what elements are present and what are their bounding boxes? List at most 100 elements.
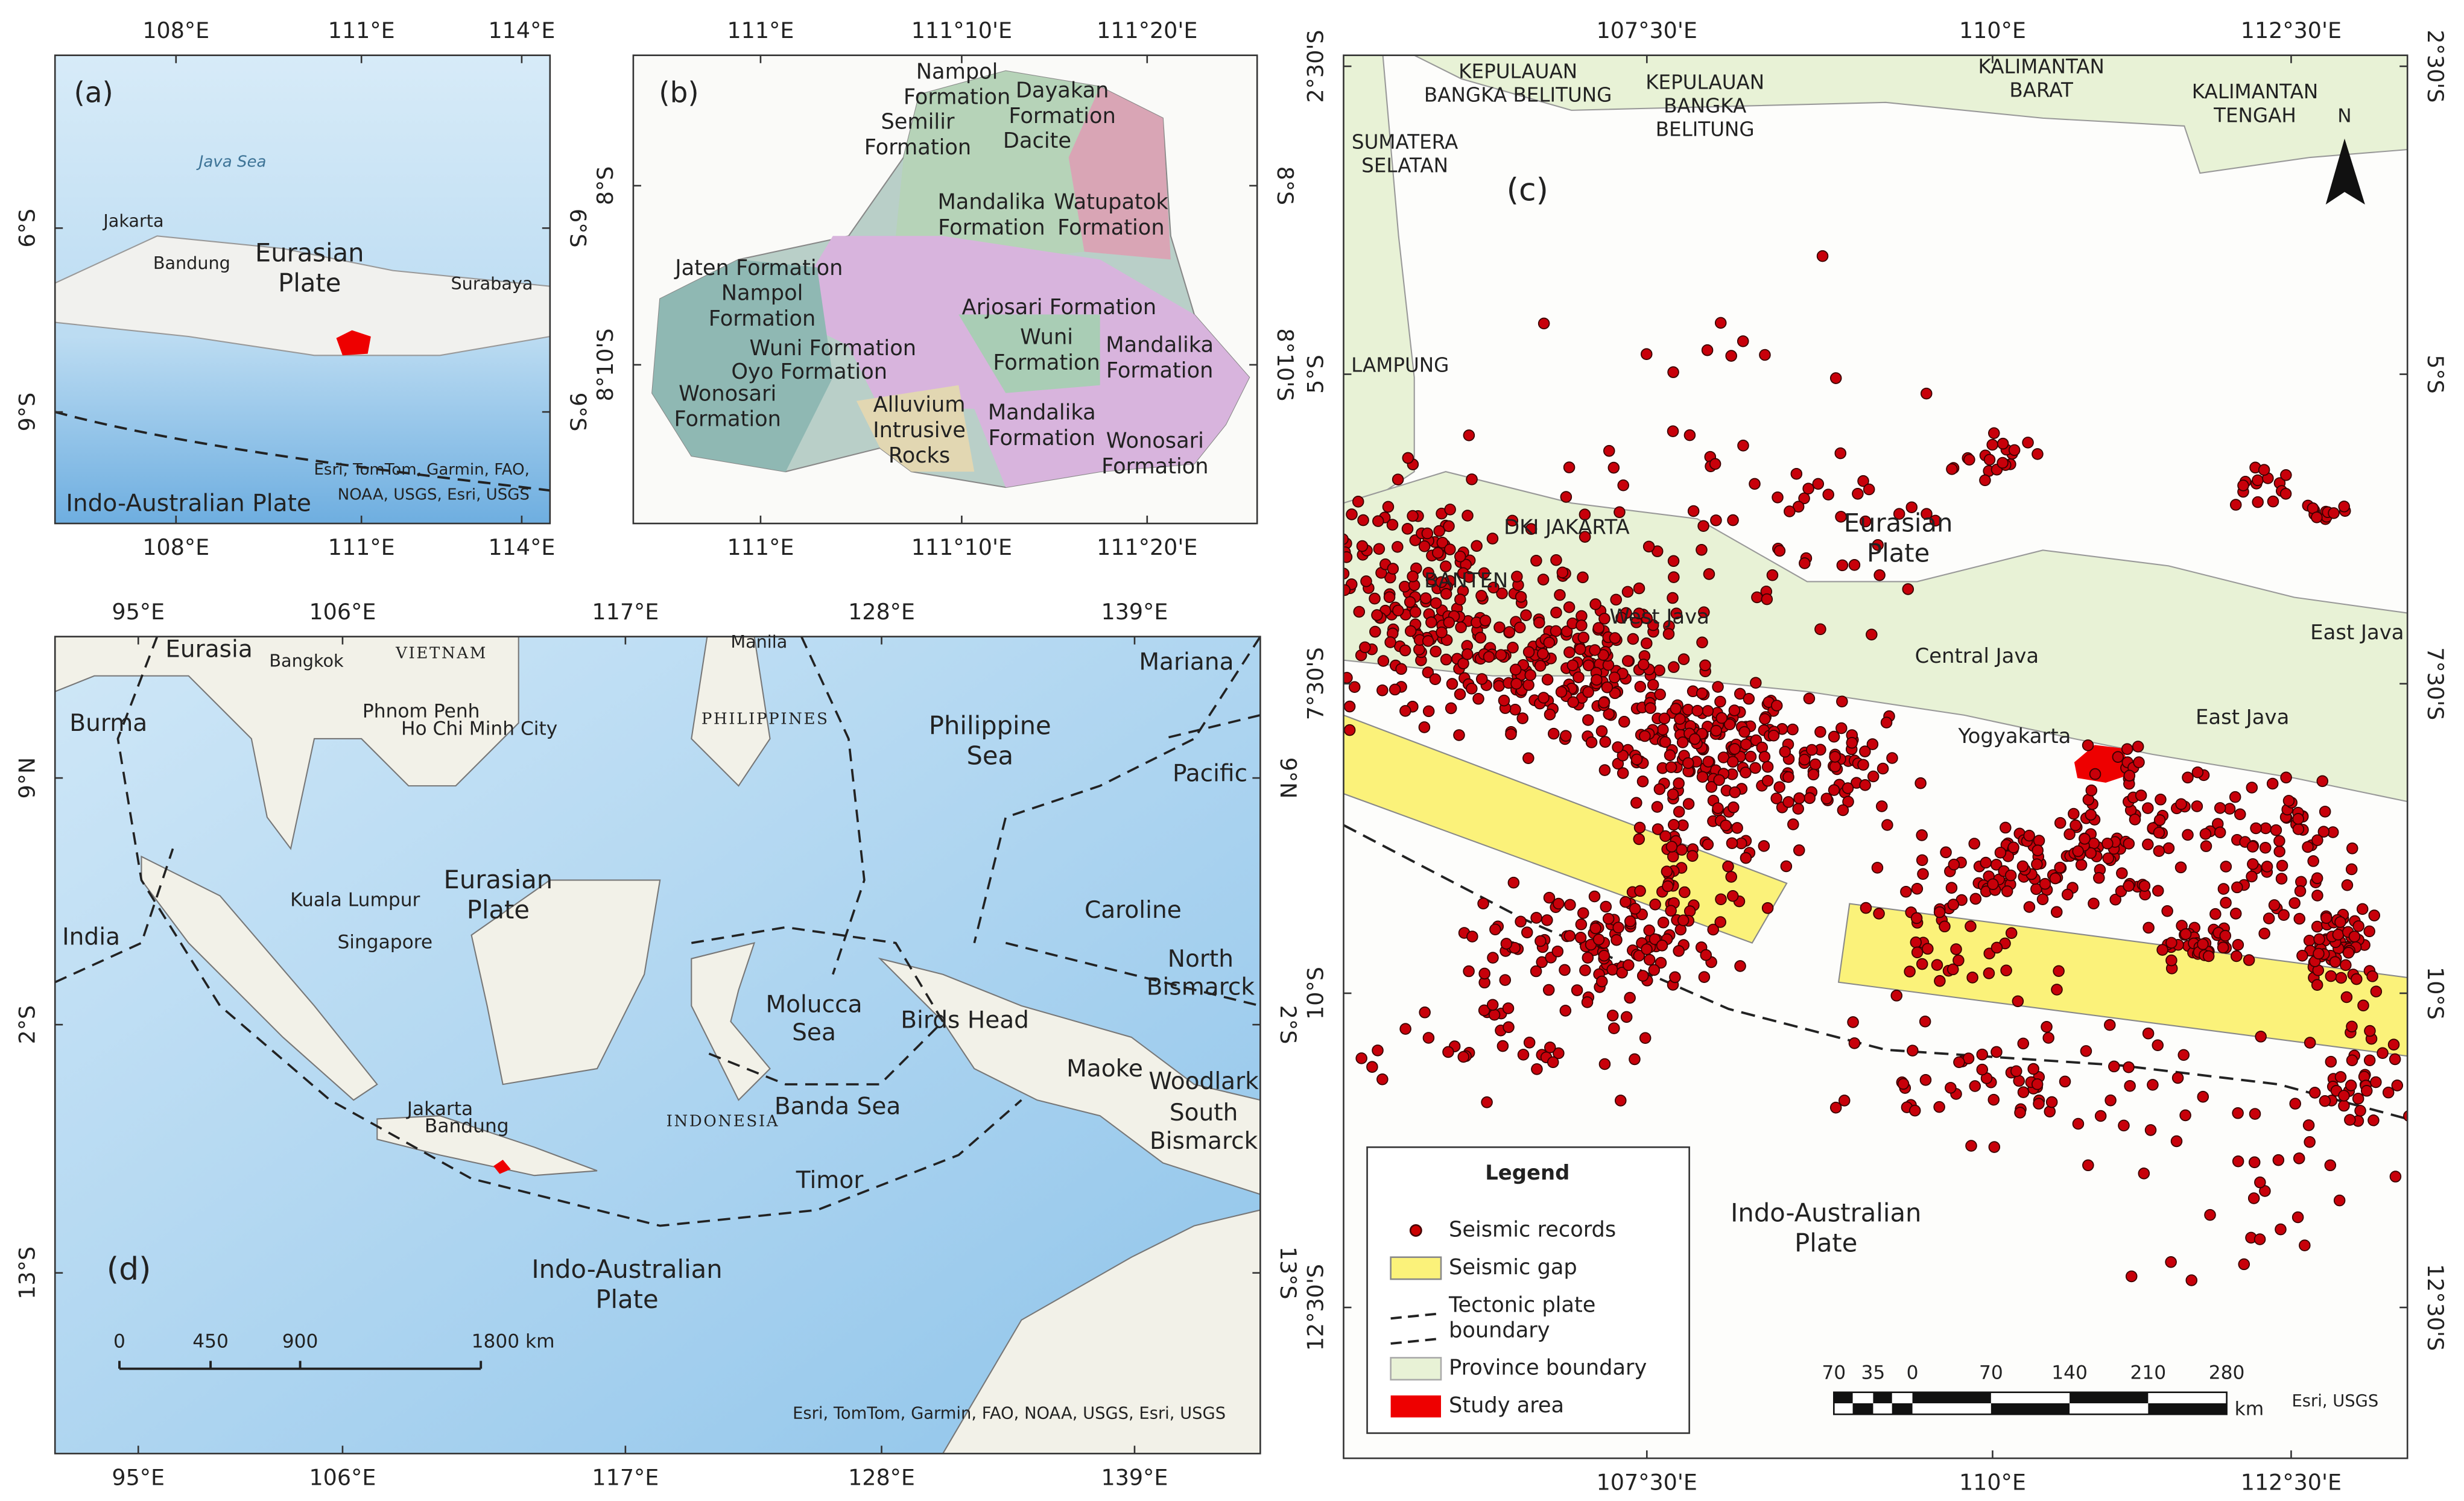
label: PHILIPPINES	[702, 710, 829, 728]
y-tick-label: 12°30'S	[1303, 1264, 1329, 1351]
seismic-record	[1503, 1021, 1515, 1034]
seismic-record	[1343, 533, 1349, 545]
seismic-record	[2345, 1079, 2357, 1092]
label: KALIMANTAN	[1978, 55, 2104, 78]
label: Eurasia	[165, 636, 253, 663]
label: Mandalika	[937, 190, 1045, 215]
seismic-record	[1496, 1040, 1509, 1052]
seismic-record	[1566, 659, 1579, 672]
seismic-record	[2377, 1047, 2389, 1060]
seismic-record	[1697, 520, 1709, 532]
seismic-record	[2342, 947, 2355, 959]
label: East Java	[2196, 706, 2289, 729]
seismic-record	[1462, 510, 1474, 522]
y-tick-label: 8°S	[592, 166, 618, 206]
seismic-record	[1968, 838, 1980, 850]
seismic-record	[1624, 991, 1636, 1004]
label: Watupatok	[1054, 190, 1168, 215]
seismic-record	[2153, 845, 2165, 858]
y-tick-label: 8°S	[1272, 166, 1298, 206]
label: Wuni	[1020, 325, 1073, 350]
seismic-record	[2346, 1054, 2358, 1067]
seismic-record	[2204, 1209, 2216, 1221]
label: Esri, USGS	[2292, 1392, 2379, 1411]
seismic-record	[2191, 800, 2203, 812]
label: Timor	[796, 1167, 864, 1194]
seismic-record	[1667, 788, 1679, 800]
seismic-record	[1919, 1016, 1931, 1028]
seismic-record	[1634, 680, 1647, 693]
label: Ho Chi Minh City	[401, 718, 557, 739]
seismic-record	[1466, 931, 1478, 943]
label: Burma	[69, 710, 147, 737]
seismic-record	[2340, 991, 2353, 1003]
seismic-record	[1493, 680, 1505, 692]
scale-label: 70	[1822, 1362, 1846, 1383]
seismic-record	[1509, 703, 1521, 716]
x-tick-label: 107°30'E	[1597, 1469, 1697, 1495]
seismic-record	[1643, 924, 1655, 937]
seismic-record	[1910, 936, 1922, 949]
seismic-record	[1440, 587, 1452, 600]
seismic-record	[1563, 646, 1576, 659]
seismic-record	[2293, 1152, 2305, 1164]
seismic-record	[1642, 540, 1655, 553]
label: Indo-Australian	[1731, 1198, 1921, 1227]
seismic-record	[1866, 628, 1878, 641]
seismic-record	[1443, 616, 1455, 628]
y-tick-label: 5°S	[2422, 355, 2448, 394]
seismic-record	[1696, 544, 1708, 556]
seismic-record	[1507, 876, 1520, 889]
seismic-record	[1617, 767, 1629, 779]
seismic-record	[1761, 902, 1774, 914]
label: Jaten Formation	[674, 256, 843, 280]
seismic-record	[1812, 478, 1825, 490]
seismic-record	[1479, 615, 1492, 627]
seismic-record	[1782, 771, 1794, 783]
seismic-record	[2112, 751, 2124, 763]
scale-unit: km	[2235, 1398, 2264, 1420]
label: Singapore	[337, 932, 432, 953]
seismic-record	[1436, 537, 1449, 549]
seismic-record	[1541, 914, 1553, 926]
seismic-record	[2219, 929, 2232, 942]
seismic-record	[2229, 791, 2241, 803]
seismic-record	[1669, 971, 1681, 984]
seismic-record	[1355, 1052, 1367, 1064]
seismic-record	[2116, 867, 2128, 879]
seismic-record	[1444, 504, 1456, 516]
seismic-record	[2004, 869, 2017, 882]
label: East Java	[2310, 621, 2404, 644]
seismic-record	[1636, 776, 1649, 788]
seismic-record	[2220, 897, 2232, 909]
x-tick-label: 139°E	[1101, 1465, 1168, 1491]
seismic-record	[1601, 681, 1614, 694]
seismic-record	[1471, 540, 1483, 552]
seismic-record	[2338, 1099, 2350, 1112]
label: Intrusive	[873, 418, 966, 443]
seismic-record	[1639, 1032, 1652, 1044]
seismic-record	[1609, 632, 1621, 644]
seismic-record	[1620, 896, 1632, 908]
y-tick-label: 8°10'S	[1272, 328, 1298, 401]
seismic-record	[2311, 890, 2323, 902]
seismic-record	[2357, 999, 2369, 1012]
label: Central Java	[1915, 644, 2039, 668]
label: Plate	[467, 895, 530, 924]
seismic-record	[1834, 447, 1847, 460]
label: VIETNAM	[395, 644, 487, 662]
seismic-record	[1553, 897, 1565, 910]
seismic-record	[1589, 644, 1601, 656]
seismic-record	[2302, 841, 2314, 853]
label: Mandalika	[1106, 333, 1214, 358]
label: Wonosari	[679, 381, 776, 406]
seismic-record	[2182, 829, 2194, 841]
seismic-record	[1610, 593, 1622, 606]
scale-label: 450	[192, 1330, 229, 1352]
seismic-record	[1421, 527, 1434, 540]
seismic-record	[1556, 566, 1569, 579]
seismic-record	[2333, 1194, 2346, 1207]
seismic-record	[1647, 678, 1659, 691]
seismic-record	[1767, 729, 1780, 742]
seismic-record	[2012, 995, 2024, 1008]
